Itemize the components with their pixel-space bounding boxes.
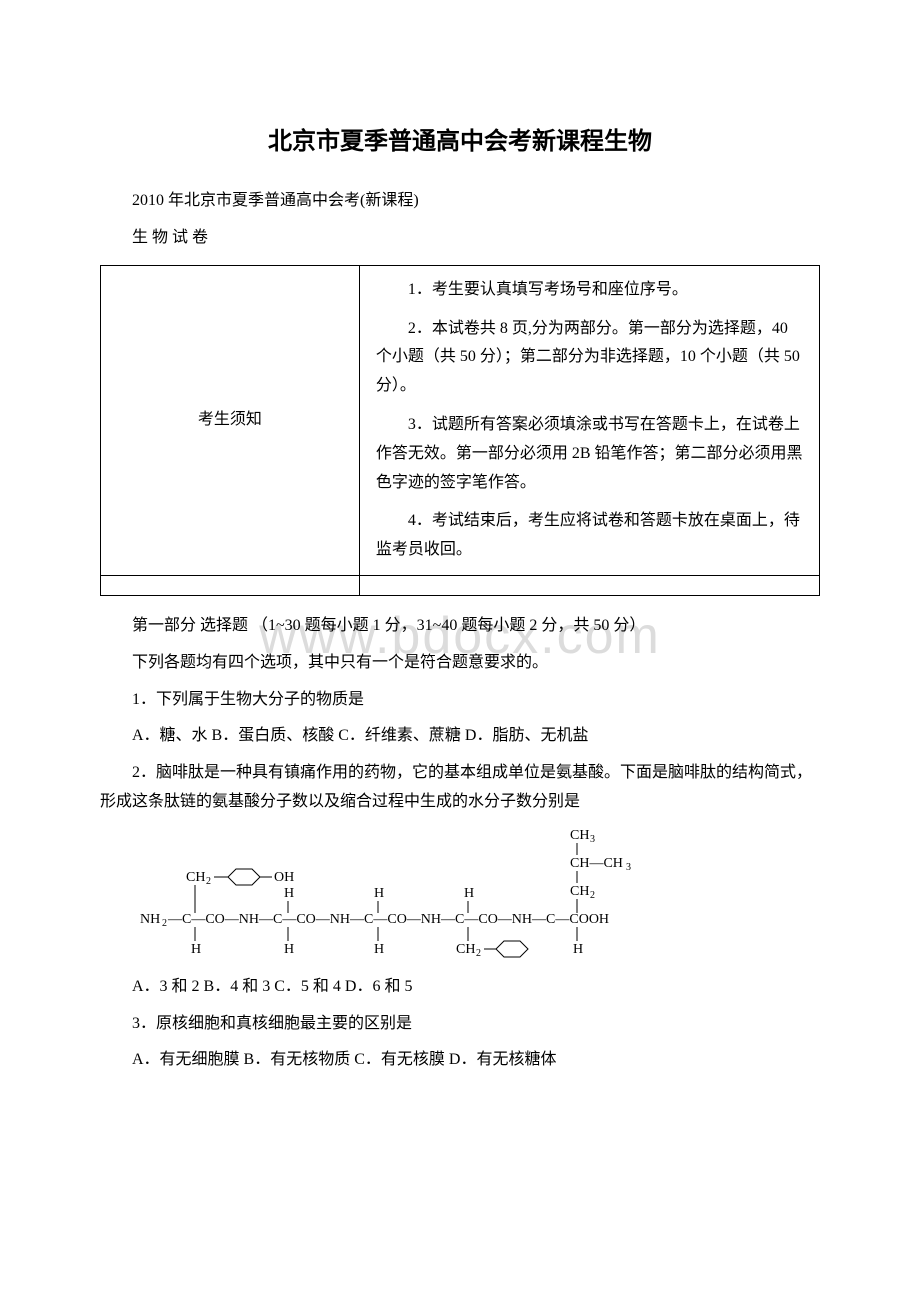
- notice-right-cell: 1．考生要认真填写考场号和座位序号。 2．本试卷共 8 页,分为两部分。第一部分…: [359, 265, 819, 575]
- peptide-svg: CH3 CH—CH3 CH2 CH2 OH H H H: [132, 825, 672, 965]
- empty-cell: [101, 575, 360, 595]
- table-row: 考生须知 1．考生要认真填写考场号和座位序号。 2．本试卷共 8 页,分为两部分…: [101, 265, 820, 575]
- question-3-options: A．有无细胞膜 B．有无核物质 C．有无核膜 D．有无核糖体: [100, 1046, 820, 1075]
- svg-text:CH—CH: CH—CH: [570, 856, 623, 871]
- document-content: 北京市夏季普通高中会考新课程生物 2010 年北京市夏季普通高中会考(新课程) …: [100, 120, 820, 1075]
- svg-text:H: H: [191, 942, 201, 957]
- question-2-options: A．3 和 2 B．4 和 3 C．5 和 4 D．6 和 5: [100, 973, 820, 1002]
- svg-text:2: 2: [206, 876, 211, 887]
- svg-text:CH: CH: [570, 884, 589, 899]
- svg-text:CH: CH: [570, 828, 589, 843]
- notice-left-cell: 考生须知: [101, 265, 360, 575]
- document-subtitle: 2010 年北京市夏季普通高中会考(新课程): [100, 187, 820, 216]
- svg-text:3: 3: [626, 862, 631, 873]
- svg-text:—C—CO—NH—C—CO—NH—C—CO—NH—C—CO—: —C—CO—NH—C—CO—NH—C—CO—NH—C—CO—NH—C—COOH: [167, 912, 609, 927]
- notice-item: 4．考试结束后，考生应将试卷和答题卡放在桌面上，待监考员收回。: [376, 507, 803, 565]
- empty-cell: [359, 575, 819, 595]
- svg-text:H: H: [284, 886, 294, 901]
- svg-text:CH: CH: [456, 942, 475, 957]
- notice-item: 2．本试卷共 8 页,分为两部分。第一部分为选择题，40 个小题（共 50 分）…: [376, 315, 803, 401]
- table-row: [101, 575, 820, 595]
- peptide-structure-diagram: CH3 CH—CH3 CH2 CH2 OH H H H: [132, 825, 820, 965]
- svg-text:3: 3: [590, 834, 595, 845]
- document-title: 北京市夏季普通高中会考新课程生物: [100, 120, 820, 163]
- svg-text:H: H: [464, 886, 474, 901]
- question-2-text: 2．脑啡肽是一种具有镇痛作用的药物，它的基本组成单位是氨基酸。下面是脑啡肽的结构…: [100, 759, 820, 817]
- svg-text:2: 2: [476, 948, 481, 959]
- svg-text:NH: NH: [140, 912, 160, 927]
- svg-text:H: H: [573, 942, 583, 957]
- question-1-options: A．糖、水 B．蛋白质、核酸 C．纤维素、蔗糖 D．脂肪、无机盐: [100, 722, 820, 751]
- svg-text:H: H: [284, 942, 294, 957]
- exam-paper-label: 生 物 试 卷: [100, 224, 820, 253]
- section-instruction: 下列各题均有四个选项，其中只有一个是符合题意要求的。: [100, 649, 820, 678]
- notice-item: 3．试题所有答案必须填涂或书写在答题卡上，在试卷上作答无效。第一部分必须用 2B…: [376, 411, 803, 497]
- svg-text:2: 2: [162, 918, 167, 929]
- svg-text:CH: CH: [186, 870, 205, 885]
- question-3-text: 3．原核细胞和真核细胞最主要的区别是: [100, 1010, 820, 1039]
- notice-table: 考生须知 1．考生要认真填写考场号和座位序号。 2．本试卷共 8 页,分为两部分…: [100, 265, 820, 596]
- svg-text:OH: OH: [274, 870, 294, 885]
- svg-text:H: H: [374, 886, 384, 901]
- question-1-text: 1．下列属于生物大分子的物质是: [100, 686, 820, 715]
- svg-text:2: 2: [590, 890, 595, 901]
- section-heading: 第一部分 选择题 （1~30 题每小题 1 分，31~40 题每小题 2 分，共…: [100, 612, 820, 641]
- svg-text:H: H: [374, 942, 384, 957]
- notice-item: 1．考生要认真填写考场号和座位序号。: [376, 276, 803, 305]
